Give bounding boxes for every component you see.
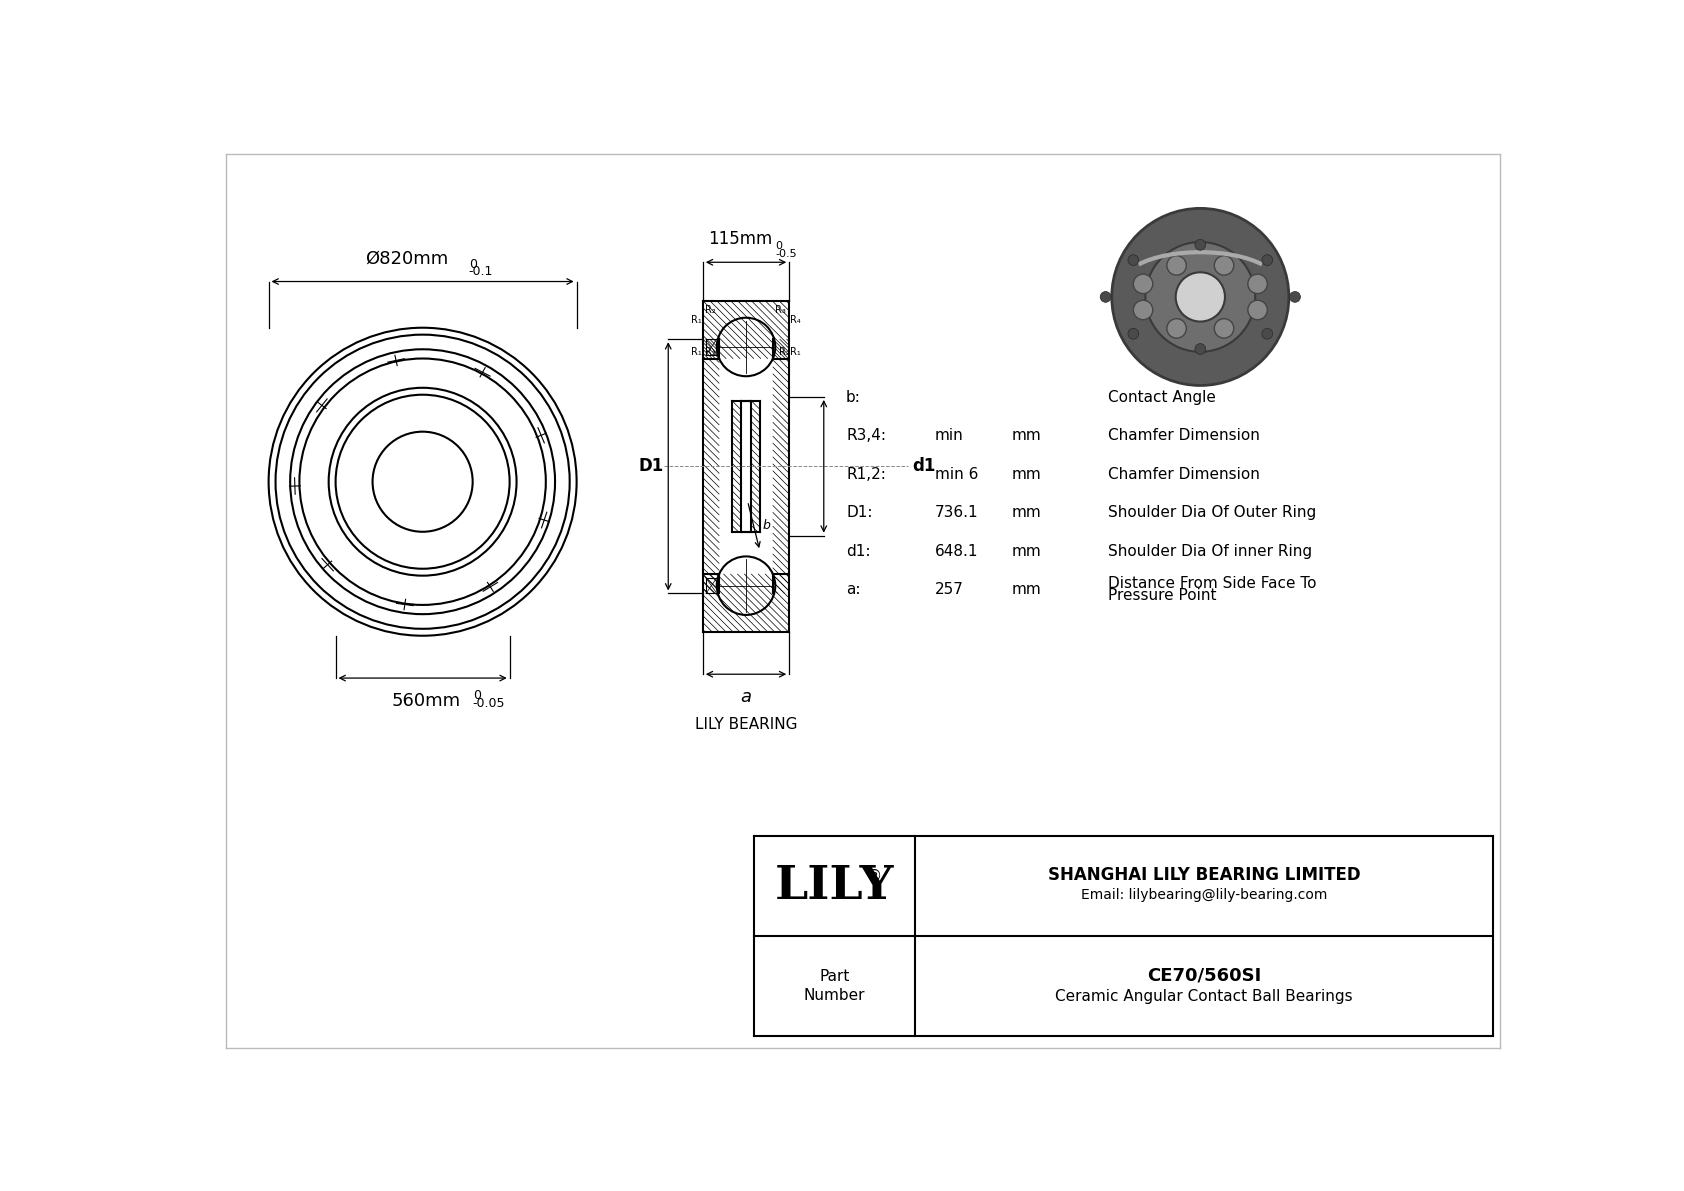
Text: Ceramic Angular Contact Ball Bearings: Ceramic Angular Contact Ball Bearings bbox=[1056, 990, 1352, 1004]
Circle shape bbox=[1261, 329, 1273, 339]
Text: a: a bbox=[741, 688, 751, 706]
Circle shape bbox=[1128, 329, 1138, 339]
Text: R₂: R₂ bbox=[780, 347, 790, 357]
Text: R₂: R₂ bbox=[706, 347, 716, 357]
Text: -0.05: -0.05 bbox=[473, 697, 505, 710]
Circle shape bbox=[1261, 255, 1273, 266]
Text: Chamfer Dimension: Chamfer Dimension bbox=[1108, 428, 1260, 443]
Circle shape bbox=[1133, 274, 1154, 294]
Circle shape bbox=[1196, 344, 1206, 355]
Text: Shoulder Dia Of Outer Ring: Shoulder Dia Of Outer Ring bbox=[1108, 505, 1317, 520]
Text: Contact Angle: Contact Angle bbox=[1108, 389, 1216, 405]
Text: d1:: d1: bbox=[845, 543, 871, 559]
Circle shape bbox=[1214, 256, 1234, 275]
Text: mm: mm bbox=[1012, 467, 1041, 481]
Circle shape bbox=[1290, 292, 1300, 303]
Circle shape bbox=[1111, 208, 1288, 386]
Text: a:: a: bbox=[845, 582, 861, 597]
Circle shape bbox=[1167, 256, 1186, 275]
Text: SHANGHAI LILY BEARING LIMITED: SHANGHAI LILY BEARING LIMITED bbox=[1047, 866, 1361, 884]
Circle shape bbox=[1145, 242, 1255, 351]
Text: 736.1: 736.1 bbox=[935, 505, 978, 520]
Text: 115mm: 115mm bbox=[707, 230, 771, 249]
Text: 0: 0 bbox=[775, 242, 783, 251]
Text: d1: d1 bbox=[913, 457, 936, 475]
Circle shape bbox=[1167, 319, 1186, 338]
Text: mm: mm bbox=[1012, 543, 1041, 559]
Text: D1:: D1: bbox=[845, 505, 872, 520]
Circle shape bbox=[1128, 255, 1138, 266]
Text: CE70/560SI: CE70/560SI bbox=[1147, 966, 1261, 984]
Text: Shoulder Dia Of inner Ring: Shoulder Dia Of inner Ring bbox=[1108, 543, 1312, 559]
Text: Email: lilybearing@lily-bearing.com: Email: lilybearing@lily-bearing.com bbox=[1081, 888, 1327, 903]
Text: Part
Number: Part Number bbox=[803, 968, 866, 1004]
Text: R₁: R₁ bbox=[692, 347, 702, 357]
Text: mm: mm bbox=[1012, 505, 1041, 520]
Text: 0: 0 bbox=[473, 688, 480, 701]
Text: R₄: R₄ bbox=[790, 314, 800, 325]
Text: R₂: R₂ bbox=[706, 305, 716, 316]
Circle shape bbox=[1248, 274, 1268, 294]
Text: R1,2:: R1,2: bbox=[845, 467, 886, 481]
Text: R3,4:: R3,4: bbox=[845, 428, 886, 443]
Text: 0: 0 bbox=[468, 257, 477, 270]
Circle shape bbox=[1100, 292, 1111, 303]
Text: LILY: LILY bbox=[775, 863, 894, 909]
Text: 648.1: 648.1 bbox=[935, 543, 978, 559]
Circle shape bbox=[1196, 239, 1206, 250]
Circle shape bbox=[1214, 319, 1234, 338]
Text: min: min bbox=[935, 428, 963, 443]
Text: Chamfer Dimension: Chamfer Dimension bbox=[1108, 467, 1260, 481]
Text: R₁: R₁ bbox=[692, 314, 702, 325]
Text: Distance From Side Face To: Distance From Side Face To bbox=[1108, 576, 1317, 591]
Text: Ø820mm: Ø820mm bbox=[365, 250, 450, 268]
Circle shape bbox=[1248, 300, 1268, 319]
Text: D1: D1 bbox=[638, 457, 663, 475]
Text: b: b bbox=[763, 519, 771, 532]
Text: Pressure Point: Pressure Point bbox=[1108, 588, 1216, 603]
Text: R₃: R₃ bbox=[775, 305, 786, 316]
Text: -0.1: -0.1 bbox=[468, 266, 493, 279]
Text: mm: mm bbox=[1012, 428, 1041, 443]
Text: mm: mm bbox=[1012, 582, 1041, 597]
Text: b:: b: bbox=[845, 389, 861, 405]
Text: ®: ® bbox=[867, 869, 882, 884]
Circle shape bbox=[1175, 273, 1224, 322]
Text: min 6: min 6 bbox=[935, 467, 978, 481]
Text: LILY BEARING: LILY BEARING bbox=[695, 717, 797, 731]
Text: -0.5: -0.5 bbox=[775, 249, 797, 260]
Text: 257: 257 bbox=[935, 582, 963, 597]
Text: 560mm: 560mm bbox=[392, 692, 461, 710]
Text: R₁: R₁ bbox=[790, 347, 800, 357]
Circle shape bbox=[1133, 300, 1154, 319]
